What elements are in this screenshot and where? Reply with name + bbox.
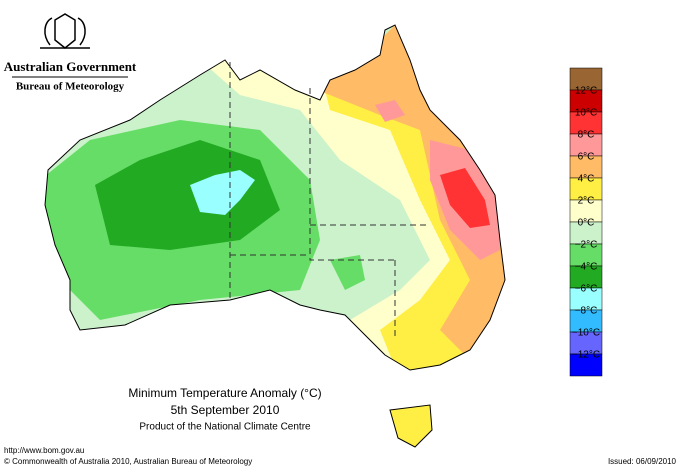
agency: Australian Government xyxy=(4,59,137,74)
legend-label: 12°C xyxy=(575,86,597,97)
map-date: 5th September 2010 xyxy=(171,403,280,417)
crest xyxy=(40,13,90,49)
issued: Issued: 06/09/2010 xyxy=(608,457,677,466)
legend-label: −4°C xyxy=(575,262,598,273)
legend-label: 2°C xyxy=(578,196,595,207)
legend-label: 10°C xyxy=(575,108,597,119)
legend-label: 6°C xyxy=(578,152,595,163)
legend-label: 0°C xyxy=(578,218,595,229)
legend: 12°C 10°C 8°C 6°C 4°C 2°C 0°C −2°C −4°C −6°C −8°C −… xyxy=(569,67,603,377)
copyright: © Commonwealth of Australia 2010, Austra… xyxy=(4,457,252,466)
legend-label: −10°C xyxy=(572,328,600,339)
legend-label: 8°C xyxy=(578,130,595,141)
state-borders xyxy=(229,62,430,340)
legend-label: −12°C xyxy=(572,350,600,361)
url: http://www.bom.gov.au xyxy=(4,446,84,455)
legend-swatch xyxy=(569,353,603,377)
coastline xyxy=(44,24,506,448)
legend-label: −2°C xyxy=(575,240,598,251)
bureau: Bureau of Meteorology xyxy=(16,81,125,93)
map-title: Minimum Temperature Anomaly (°C) xyxy=(128,386,321,400)
legend-label: 4°C xyxy=(578,174,595,185)
legend-label: −8°C xyxy=(575,306,598,317)
map-product: Product of the National Climate Centre xyxy=(139,422,311,433)
legend-label: −6°C xyxy=(575,284,598,295)
